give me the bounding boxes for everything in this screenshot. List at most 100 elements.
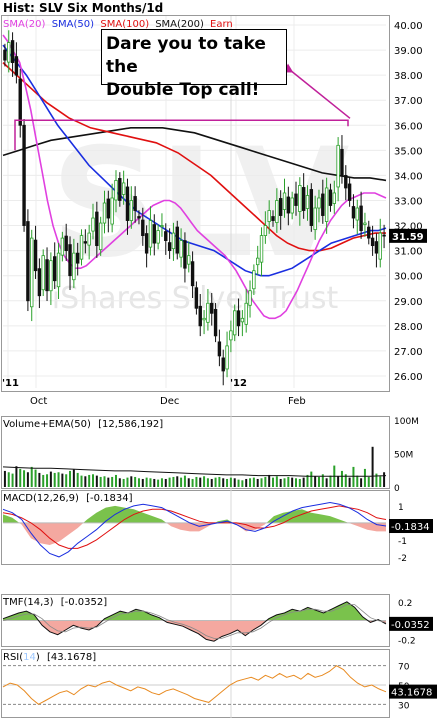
volume-bar: [99, 476, 102, 487]
rsi-current-label: 43.1678: [391, 688, 432, 699]
volume-bar: [321, 474, 324, 487]
price-tick-label: 33.00: [394, 196, 423, 207]
candle-body: [233, 310, 237, 336]
x-tick-label: Oct: [30, 396, 47, 407]
macd-line: [2, 501, 387, 558]
candle-body: [309, 189, 314, 226]
annotation-box: Dare you to take the Double Top call!: [101, 29, 287, 100]
volume-bar: [15, 466, 18, 487]
volume-panel-frame: [1, 416, 390, 489]
tmf-title-text: TMF(14,3): [2, 597, 54, 608]
macd-tick-label: 1: [398, 503, 404, 513]
volume-bar: [191, 478, 194, 487]
annotation-arrow: [289, 69, 351, 119]
volume-bar: [122, 478, 125, 487]
candle-body: [164, 231, 168, 242]
volume-bar: [134, 476, 137, 487]
volume-bar: [11, 473, 14, 487]
candle-body: [53, 256, 57, 282]
x-tick-label: '12: [230, 378, 247, 389]
volume-bar: [298, 478, 301, 487]
volume-bar: [30, 466, 33, 487]
volume-bar: [275, 476, 278, 487]
candle-body: [374, 241, 379, 254]
tmf-area-negative: [3, 620, 386, 642]
macd-histogram-positive: [3, 505, 349, 523]
volume-bar: [95, 475, 98, 487]
volume-bar: [306, 474, 309, 487]
macd-value-tag: [389, 519, 433, 534]
volume-tick-label: 50M: [394, 451, 413, 461]
rsi-value-tag: [389, 684, 437, 699]
candle-body: [225, 345, 229, 370]
candle-body: [278, 198, 283, 216]
candle-body: [202, 317, 206, 321]
x-tick-label: '11: [2, 378, 19, 389]
tmf-value-tag: [389, 616, 433, 631]
legend-item-sma20: SMA(20): [3, 19, 45, 30]
candle-body: [194, 287, 199, 309]
volume-bar: [352, 466, 355, 487]
volume-bar: [233, 478, 236, 487]
candle-body: [110, 197, 114, 225]
candle-body: [363, 222, 367, 225]
tmf-title: TMF(14,3) [-0.0352]: [2, 597, 107, 608]
volume-bar: [111, 476, 114, 487]
volume-bar: [92, 474, 95, 487]
candle-body: [118, 178, 122, 201]
candle-body: [351, 206, 356, 219]
double-top-line: [14, 119, 349, 151]
volume-bar: [245, 478, 248, 487]
volume-bar: [314, 476, 317, 487]
candle-body: [282, 192, 287, 210]
candle-body: [321, 193, 325, 216]
volume-bar: [340, 470, 343, 487]
candle-body: [347, 183, 352, 201]
volume-bar: [149, 478, 152, 487]
volume-bar: [210, 478, 213, 487]
candle-body: [26, 221, 30, 302]
annotation-line-2: Double Top call!: [106, 80, 260, 100]
candle-body: [95, 211, 99, 247]
volume-bar: [325, 478, 328, 487]
volume-bar: [371, 446, 374, 487]
candle-body: [290, 197, 294, 214]
volume-bar: [337, 476, 340, 487]
volume-bar: [34, 469, 37, 487]
rsi-title-num: 14: [23, 652, 36, 663]
volume-bar: [160, 478, 163, 487]
macd-tick-label: -2: [398, 554, 407, 564]
legend-item-sma200: SMA(200): [155, 19, 204, 30]
rsi-title-suffix: ): [36, 652, 40, 663]
price-tick-label: 29.00: [394, 297, 423, 308]
volume-bar: [214, 477, 217, 487]
annotation-line-1: Dare you to take the: [106, 34, 266, 77]
macd-signal-line: [2, 505, 387, 549]
price-tick-label: 32.00: [394, 222, 423, 233]
candle-body: [255, 257, 260, 266]
candle-body: [332, 192, 336, 204]
macd-current-label: -0.1834: [391, 522, 430, 533]
volume-tick-label: 0: [394, 484, 400, 494]
last-price-label: 31.59: [392, 232, 424, 243]
volume-bar: [80, 475, 83, 487]
candle-body: [121, 182, 126, 195]
candle-body: [41, 255, 45, 291]
tmf-line: [2, 601, 387, 642]
volume-bar: [302, 477, 305, 487]
candle-body: [60, 237, 65, 256]
candle-body: [7, 42, 11, 63]
candle-body: [141, 219, 145, 236]
candle-body: [236, 310, 241, 327]
tmf-tick-label: -0.2: [398, 636, 416, 646]
volume-bar: [283, 478, 286, 487]
candle-body: [72, 252, 76, 281]
candle-body: [68, 244, 72, 277]
volume-bar: [356, 475, 359, 487]
volume-bar: [145, 477, 148, 487]
volume-title: Volume+EMA(50) [12,586,192]: [3, 419, 163, 430]
candle-body: [144, 233, 149, 254]
volume-bar: [126, 477, 129, 487]
volume-bar: [69, 470, 72, 487]
price-tick-label: 31.00: [394, 247, 423, 258]
